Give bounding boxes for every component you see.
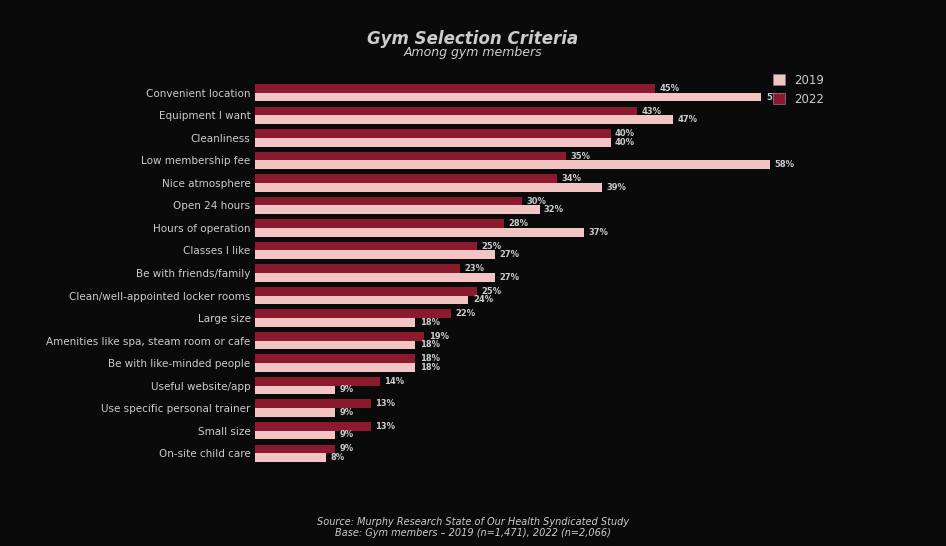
Bar [255, 174, 557, 183]
Text: 18%: 18% [420, 363, 440, 372]
Bar [255, 219, 504, 228]
Text: 9%: 9% [340, 430, 354, 440]
Text: 25%: 25% [482, 287, 502, 296]
Bar [255, 400, 371, 408]
Bar [255, 318, 415, 327]
Bar [255, 453, 326, 461]
Bar [255, 93, 762, 102]
Bar [255, 354, 415, 363]
Bar [255, 85, 655, 93]
Bar [255, 205, 539, 214]
Text: 13%: 13% [376, 422, 395, 431]
Text: 23%: 23% [464, 264, 484, 273]
Bar [255, 107, 638, 115]
Bar [255, 408, 335, 417]
Bar [255, 332, 424, 341]
Text: 40%: 40% [615, 129, 635, 138]
Legend: 2019, 2022: 2019, 2022 [771, 72, 827, 108]
Bar [255, 152, 566, 161]
Text: 28%: 28% [508, 219, 529, 228]
Bar [255, 431, 335, 439]
Text: 57%: 57% [766, 93, 786, 102]
Bar [255, 197, 522, 205]
Bar [255, 183, 602, 192]
Text: 8%: 8% [331, 453, 345, 462]
Text: Base: Gym members – 2019 (n=1,471), 2022 (n=2,066): Base: Gym members – 2019 (n=1,471), 2022… [335, 528, 611, 538]
Bar [255, 129, 610, 138]
Bar [255, 138, 610, 146]
Text: 9%: 9% [340, 444, 354, 453]
Bar [255, 295, 468, 304]
Bar [255, 242, 478, 251]
Text: 13%: 13% [376, 399, 395, 408]
Bar [255, 251, 495, 259]
Text: 18%: 18% [420, 340, 440, 349]
Text: 30%: 30% [526, 197, 546, 206]
Bar [255, 310, 450, 318]
Text: 22%: 22% [455, 309, 475, 318]
Text: 18%: 18% [420, 354, 440, 363]
Bar [255, 363, 415, 372]
Text: 32%: 32% [544, 205, 564, 214]
Text: 27%: 27% [499, 273, 519, 282]
Bar [255, 377, 379, 385]
Bar [255, 161, 770, 169]
Text: 24%: 24% [473, 295, 493, 304]
Bar [255, 273, 495, 282]
Bar [255, 287, 478, 295]
Bar [255, 341, 415, 349]
Bar [255, 115, 673, 124]
Bar [255, 228, 584, 236]
Text: 9%: 9% [340, 408, 354, 417]
Text: 9%: 9% [340, 385, 354, 394]
Text: 37%: 37% [588, 228, 608, 237]
Text: 47%: 47% [677, 115, 697, 124]
Bar [255, 444, 335, 453]
Bar [255, 385, 335, 394]
Text: 34%: 34% [562, 174, 582, 183]
Text: 40%: 40% [615, 138, 635, 147]
Text: 45%: 45% [659, 84, 679, 93]
Text: 43%: 43% [641, 106, 661, 116]
Text: 35%: 35% [570, 152, 590, 161]
Text: 14%: 14% [384, 377, 404, 386]
Text: 19%: 19% [429, 332, 448, 341]
Text: 27%: 27% [499, 250, 519, 259]
Text: Among gym members: Among gym members [404, 46, 542, 60]
Text: 18%: 18% [420, 318, 440, 327]
Text: Gym Selection Criteria: Gym Selection Criteria [367, 30, 579, 48]
Text: 58%: 58% [775, 160, 795, 169]
Bar [255, 264, 460, 273]
Text: 25%: 25% [482, 242, 502, 251]
Text: 39%: 39% [606, 183, 626, 192]
Text: Source: Murphy Research State of Our Health Syndicated Study: Source: Murphy Research State of Our Hea… [317, 517, 629, 527]
Bar [255, 422, 371, 431]
